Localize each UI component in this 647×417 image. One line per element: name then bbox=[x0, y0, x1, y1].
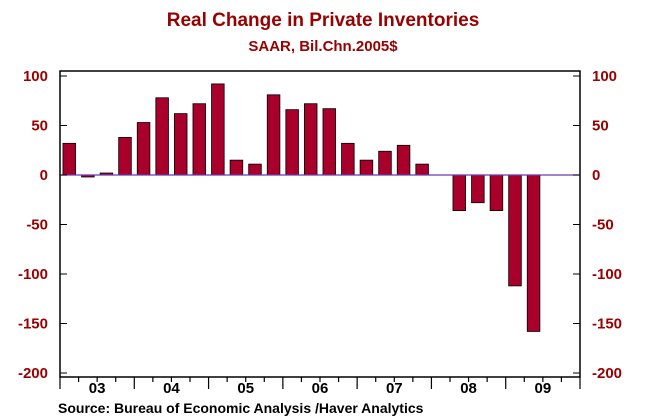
bar-2005Q3 bbox=[248, 163, 262, 176]
bar-2007Q3 bbox=[396, 144, 411, 176]
bar-2007Q2 bbox=[378, 150, 392, 176]
bar-2003Q4 bbox=[118, 136, 132, 176]
y-tick-label-left: -150 bbox=[18, 316, 48, 333]
bar-2006Q4 bbox=[341, 142, 355, 176]
y-tick-label-right: 0 bbox=[592, 167, 600, 184]
y-tick-label-left: -100 bbox=[18, 266, 48, 283]
x-tick-label: 08 bbox=[460, 380, 477, 397]
y-tick-label-left: 0 bbox=[40, 167, 48, 184]
x-tick-label: 09 bbox=[535, 380, 552, 397]
bar-2003Q1 bbox=[62, 142, 76, 176]
bar-2004Q3 bbox=[173, 113, 188, 176]
bar-2009Q2 bbox=[526, 174, 541, 332]
y-tick-label-left: -200 bbox=[18, 365, 48, 382]
bar-2004Q4 bbox=[192, 103, 207, 176]
x-tick-label: 04 bbox=[163, 380, 180, 397]
y-tick-label-left: 100 bbox=[23, 68, 48, 85]
x-tick-label: 05 bbox=[237, 380, 254, 397]
x-tick-label: 06 bbox=[312, 380, 329, 397]
bar-2009Q1 bbox=[508, 174, 522, 287]
chart-subtitle: SAAR, Bil.Chn.2005$ bbox=[248, 38, 398, 55]
chart-title: Real Change in Private Inventories bbox=[167, 10, 480, 31]
y-tick-label-right: -150 bbox=[592, 316, 622, 333]
bar-2006Q3 bbox=[322, 108, 337, 176]
source-note: Source: Bureau of Economic Analysis /Hav… bbox=[58, 400, 424, 416]
bar-2006Q1 bbox=[285, 109, 299, 176]
bar-2005Q1 bbox=[211, 83, 225, 176]
bar-2005Q2 bbox=[229, 159, 244, 176]
y-tick-label-right: -50 bbox=[592, 217, 614, 234]
x-tick-label: 07 bbox=[386, 380, 403, 397]
x-tick-label: 03 bbox=[89, 380, 106, 397]
y-tick-label-left: 50 bbox=[31, 118, 48, 135]
y-axis-right: 100 50 0 -50 -100 -150 -200 bbox=[573, 68, 622, 382]
plot-frame bbox=[59, 70, 581, 378]
bar-2008Q2 bbox=[452, 174, 467, 212]
bar-2006Q2 bbox=[303, 103, 318, 176]
bar-2007Q4 bbox=[415, 163, 429, 176]
y-tick-label-right: -200 bbox=[592, 365, 622, 382]
x-axis: 03 04 05 06 07 08 09 bbox=[59, 377, 581, 397]
bar-2008Q3 bbox=[471, 174, 485, 204]
bar-2004Q2 bbox=[155, 97, 169, 176]
bar-2005Q4 bbox=[266, 94, 281, 176]
y-tick-label-right: 50 bbox=[592, 118, 609, 135]
bar-2008Q4 bbox=[489, 174, 504, 212]
bar-2007Q1 bbox=[359, 159, 374, 176]
y-axis-left: 100 50 0 -50 -100 -150 -200 bbox=[18, 68, 67, 382]
bar-2004Q1 bbox=[136, 122, 151, 176]
bars bbox=[62, 83, 541, 332]
y-tick-label-right: -100 bbox=[592, 266, 622, 283]
y-tick-label-right: 100 bbox=[592, 68, 617, 85]
y-tick-label-left: -50 bbox=[26, 217, 48, 234]
